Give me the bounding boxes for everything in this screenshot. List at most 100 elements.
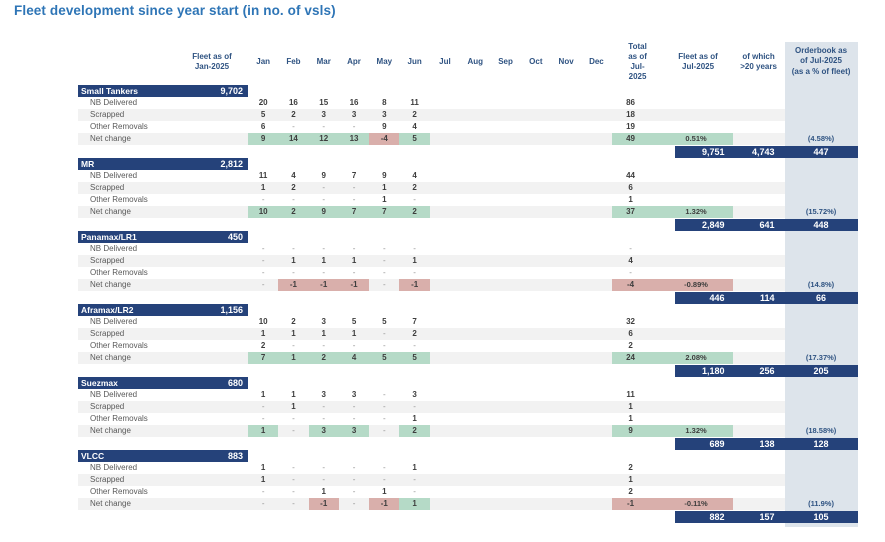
month-cell: 6: [260, 122, 266, 131]
orderbook-cell: [785, 170, 858, 182]
month-cell: -: [261, 414, 265, 423]
category-bar: VLCC 883: [78, 450, 248, 462]
category-bar: Small Tankers 9,702: [78, 85, 248, 97]
summary-bar: 446 114 66: [674, 292, 858, 304]
month-cell: -1: [278, 279, 309, 291]
month-cell: [521, 413, 551, 425]
month-cell: [460, 255, 491, 267]
month-cell: [460, 97, 490, 109]
month-cell: 13: [338, 133, 370, 145]
total-cell: 1: [628, 414, 633, 423]
table-row: Net change - -1 -1 -1- -1 -4 -0.89% (14.8%): [78, 279, 858, 291]
row-label: Net change: [78, 352, 176, 364]
row-label: Other Removals: [90, 268, 148, 277]
table-row: Scrapped 5 2 3 3 3 2 18: [78, 109, 858, 121]
month-cell: [490, 389, 520, 401]
month-cell: 1: [382, 487, 387, 496]
row-label: NB Delivered: [90, 244, 138, 253]
month-cell: [520, 425, 551, 437]
fleet-jul-cell: [649, 182, 733, 194]
month-cell: -: [322, 463, 326, 472]
row-label: NB Delivered: [90, 98, 138, 107]
month-cell: -1: [308, 498, 339, 510]
month-cell: -: [261, 244, 265, 253]
over20-cell: [732, 279, 785, 291]
fleet-jan-cell: [176, 206, 248, 218]
month-cell: [490, 182, 521, 194]
total-cell: 6: [611, 182, 650, 194]
row-label: Net change: [78, 279, 176, 291]
month-cell: -: [248, 279, 279, 291]
fleet-jan-cell: [176, 316, 248, 328]
month-cell: [520, 328, 551, 340]
category-fleet-jan-value: 9,702: [220, 86, 243, 96]
month-cell: -: [261, 487, 265, 496]
month-cell: -: [383, 463, 386, 472]
summary-over20: 256: [759, 365, 775, 376]
month-cell: -: [352, 341, 356, 350]
over20-cell: [732, 474, 785, 486]
month-cell: [460, 462, 490, 474]
month-cell: 2: [278, 109, 309, 121]
month-cell: -: [369, 425, 400, 437]
month-cell: 15: [319, 98, 329, 107]
month-cell: [460, 401, 491, 413]
month-cell: -: [292, 268, 295, 277]
total-cell: 2: [628, 341, 633, 350]
fleet-jan-cell: [176, 243, 248, 255]
month-cell: 1: [278, 401, 309, 413]
month-cell: -1: [399, 279, 430, 291]
row-label: NB Delivered: [90, 317, 138, 326]
month-cell: [551, 267, 581, 279]
month-cell: 2: [260, 341, 266, 350]
header-spacer: [78, 38, 176, 85]
month-cell: [429, 279, 461, 291]
month-cell: [460, 194, 490, 206]
summary-orderbook: 66: [816, 292, 827, 303]
month-cell: 4: [338, 352, 370, 364]
fleet-jul-cell: [650, 413, 733, 425]
month-cell: [581, 182, 612, 194]
month-cell: 1: [248, 182, 279, 194]
category-fleet-jan-value: 680: [227, 378, 243, 388]
table-row: NB Delivered 11 4 9 7 9 4 44: [78, 170, 858, 182]
table-row: NB Delivered 20 16 15 16 8 11 86: [78, 97, 858, 109]
month-cell: [460, 352, 491, 364]
month-cell: -: [352, 463, 356, 472]
month-cell: [521, 121, 551, 133]
over20-cell: [733, 340, 785, 352]
over20-cell: [732, 206, 785, 218]
column-header-month-mar: Mar: [316, 56, 331, 66]
total-cell: 1: [628, 195, 633, 204]
month-cell: 9: [308, 206, 339, 218]
total-cell: 2: [628, 463, 633, 472]
column-header-month-jan: Jan: [256, 56, 271, 66]
month-cell: [550, 352, 582, 364]
month-cell: [550, 255, 582, 267]
fleet-jul-cell: [650, 121, 733, 133]
month-cell: [550, 401, 582, 413]
month-cell: [430, 340, 460, 352]
orderbook-cell: [785, 194, 858, 206]
fleet-jul-cell: [649, 255, 733, 267]
month-cell: -1: [369, 498, 400, 510]
orderbook-pct-cell: (4.58%): [807, 134, 835, 144]
orderbook-cell: [785, 243, 858, 255]
row-label: Scrapped: [78, 474, 176, 486]
month-cell: [460, 340, 490, 352]
month-cell: 3: [412, 390, 417, 399]
total-cell: 49: [611, 133, 650, 145]
fleet-jul-cell: [650, 486, 733, 498]
month-cell: [460, 328, 491, 340]
table-row: Net change - - -1- -1 1 -1 -0.11% (11.9%): [78, 498, 858, 510]
fleet-jan-cell: [176, 462, 248, 474]
month-cell: 10: [248, 206, 279, 218]
total-cell: 19: [626, 122, 636, 131]
month-cell: -: [413, 244, 416, 253]
month-cell: -: [322, 122, 326, 131]
month-cell: -1: [308, 279, 339, 291]
month-cell: [490, 316, 520, 328]
month-cell: -: [292, 122, 295, 131]
month-cell: 5: [382, 317, 387, 326]
summary-orderbook: 105: [813, 511, 829, 522]
